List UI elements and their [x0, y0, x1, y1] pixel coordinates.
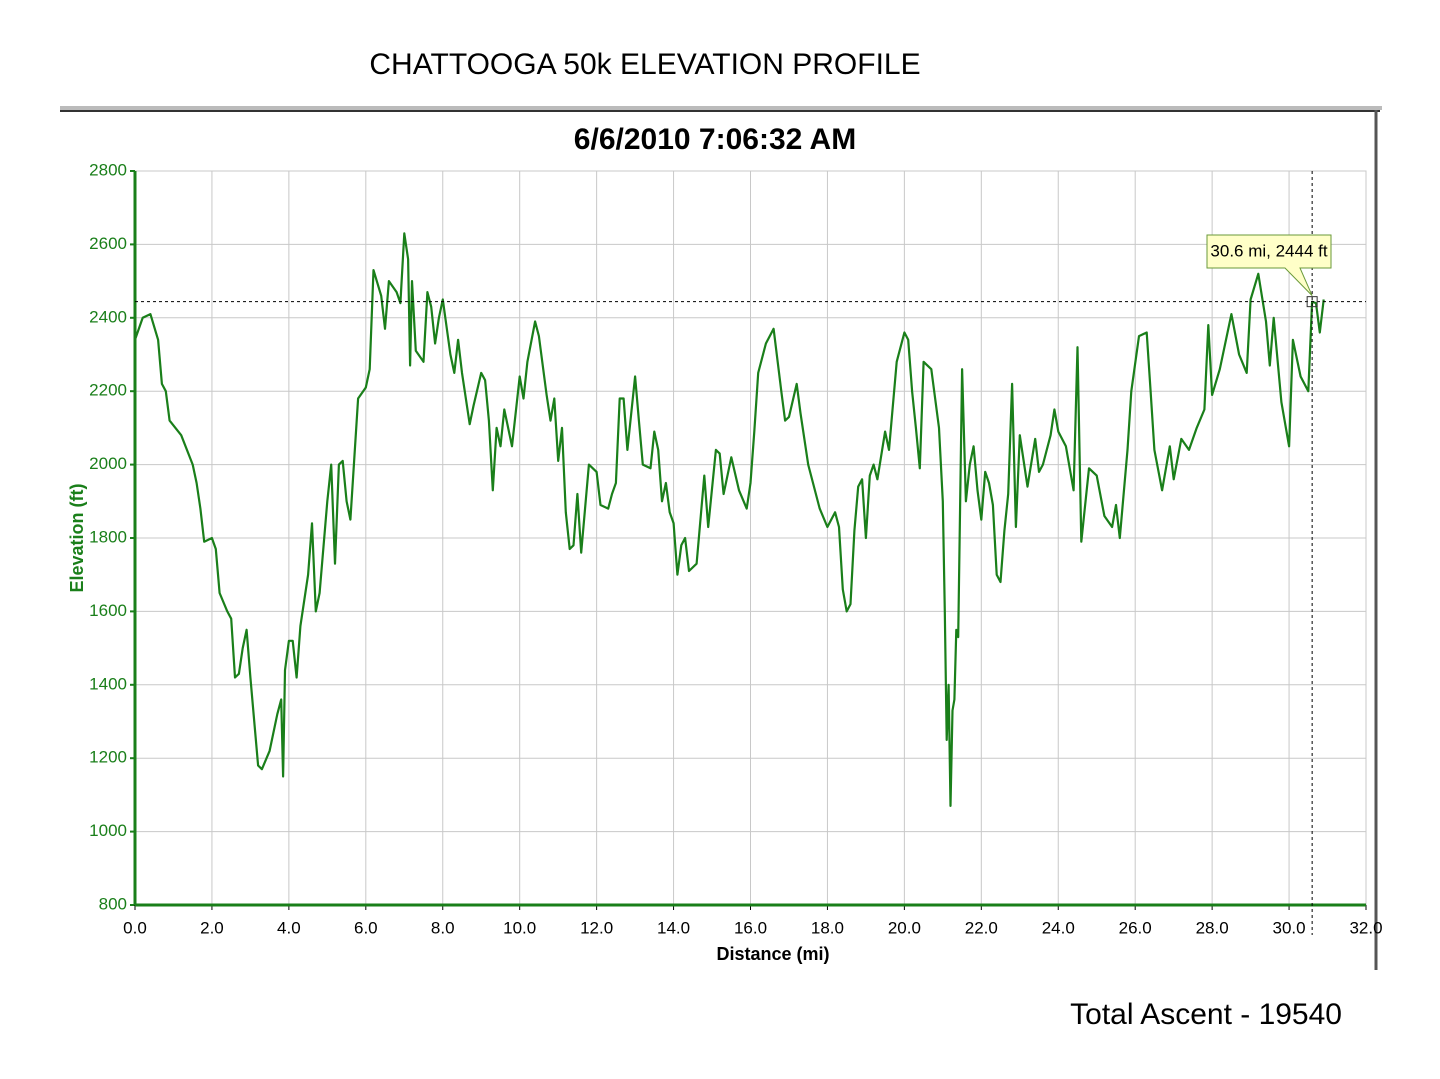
annotation: 30.6 mi, 2444 ft: [1210, 241, 1327, 260]
x-tick-label: 30.0: [1273, 918, 1306, 937]
y-tick-label: 1000: [89, 821, 127, 840]
x-tick-label: 20.0: [888, 918, 921, 937]
x-tick-label: 22.0: [965, 918, 998, 937]
chart-title: 6/6/2010 7:06:32 AM: [574, 123, 856, 156]
x-tick-label: 12.0: [580, 918, 613, 937]
y-tick-label: 2600: [89, 234, 127, 253]
x-tick-label: 4.0: [277, 918, 301, 937]
x-tick-label: 24.0: [1042, 918, 1075, 937]
y-tick-label: 2800: [89, 160, 127, 179]
x-tick-label: 16.0: [734, 918, 767, 937]
y-tick-label: 2400: [89, 307, 127, 326]
y-tick-label: 1400: [89, 674, 127, 693]
annotation-box: [1206, 234, 1332, 297]
page-title: CHATTOOGA 50k ELEVATION PROFILE: [369, 48, 920, 81]
x-tick-label: 32.0: [1349, 918, 1382, 937]
x-tick-label: 14.0: [657, 918, 690, 937]
crosshair-marker: [1306, 296, 1318, 308]
x-axis-label: Distance (mi): [716, 944, 829, 964]
y-tick-label: 800: [99, 894, 127, 913]
x-tick-label: 26.0: [1119, 918, 1152, 937]
x-tick-label: 18.0: [811, 918, 844, 937]
footer: Total Ascent - 19540: [1070, 998, 1342, 1031]
y-axis-label: Elevation (ft): [67, 483, 87, 592]
x-tick-label: 10.0: [503, 918, 536, 937]
y-tick-label: 1800: [89, 527, 127, 546]
x-tick-label: 6.0: [354, 918, 378, 937]
x-tick-label: 2.0: [200, 918, 224, 937]
x-tick-label: 28.0: [1196, 918, 1229, 937]
y-tick-label: 1200: [89, 748, 127, 767]
x-tick-label: 0.0: [123, 918, 147, 937]
y-tick-label: 2000: [89, 454, 127, 473]
y-tick-label: 2200: [89, 381, 127, 400]
elevation-line: [133, 232, 1325, 807]
x-tick-label: 8.0: [431, 918, 455, 937]
y-tick-label: 1600: [89, 601, 127, 620]
